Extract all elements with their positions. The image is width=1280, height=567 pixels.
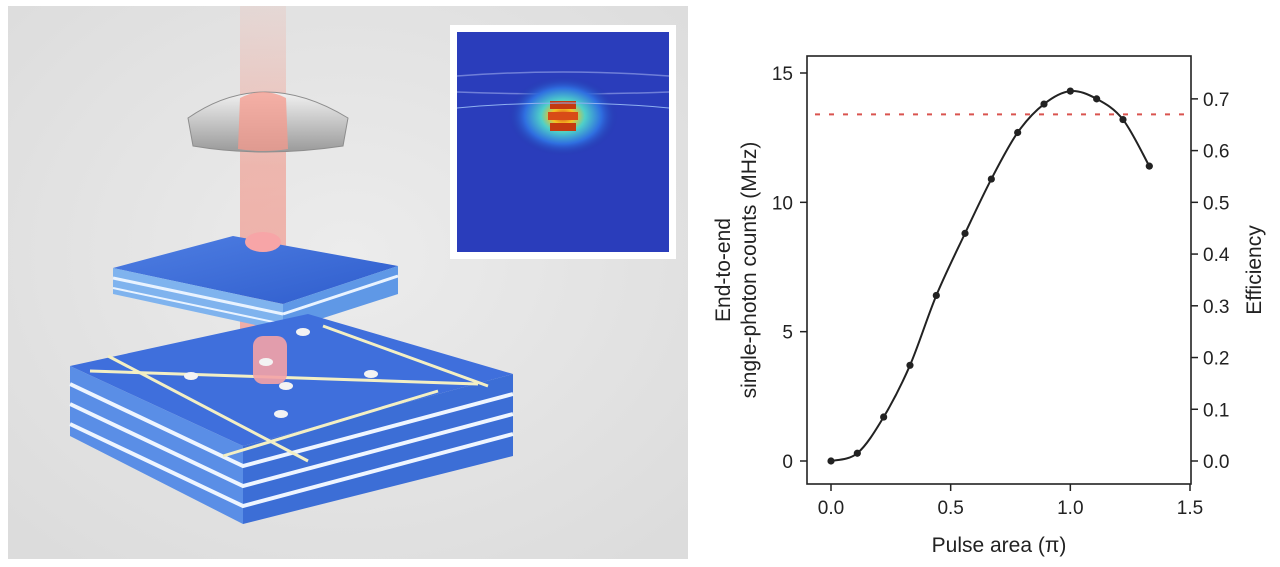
y-tick-label: 5 bbox=[782, 323, 793, 344]
x-tick-label: 1.5 bbox=[1177, 498, 1203, 519]
data-point bbox=[1040, 100, 1048, 108]
y-axis-title-line2: single-photon counts (MHz) bbox=[738, 142, 761, 399]
data-point bbox=[1145, 162, 1153, 170]
device-schematic-illustration bbox=[8, 6, 688, 559]
data-point bbox=[880, 413, 888, 421]
y2-axis-title: Efficiency bbox=[1243, 225, 1266, 315]
y2-tick-label: 0.2 bbox=[1203, 349, 1229, 370]
y2-tick-label: 0.5 bbox=[1203, 193, 1229, 214]
y-tick-label: 0 bbox=[782, 452, 793, 473]
series-line bbox=[830, 89, 1151, 462]
plot-frame bbox=[806, 55, 1192, 485]
y2-tick-label: 0.3 bbox=[1203, 297, 1229, 318]
x-axis-title: Pulse area (π) bbox=[932, 534, 1067, 557]
x-tick-label: 0.5 bbox=[937, 498, 963, 519]
data-point bbox=[906, 361, 914, 369]
data-point bbox=[853, 449, 861, 457]
y2-tick-label: 0.7 bbox=[1203, 90, 1229, 111]
y2-tick-label: 0.1 bbox=[1203, 400, 1229, 421]
y2-tick-label: 0.6 bbox=[1203, 142, 1229, 163]
data-point bbox=[827, 457, 835, 465]
x-tick-label: 0.0 bbox=[818, 498, 844, 519]
y2-tick-label: 0.0 bbox=[1203, 452, 1229, 473]
y-axis-title-line1: End-to-end bbox=[712, 218, 735, 322]
data-point bbox=[932, 291, 940, 300]
y2-tick-label: 0.4 bbox=[1203, 245, 1230, 266]
data-point bbox=[987, 175, 995, 183]
y-tick-label: 15 bbox=[772, 64, 793, 85]
data-point bbox=[1066, 87, 1074, 95]
data-point bbox=[1014, 128, 1022, 137]
x-tick-label: 1.0 bbox=[1057, 498, 1083, 519]
efficiency-chart: 0.0 0.5 1.0 1.5 0 5 10 15 0.0 0.1 0.2 0.3 0.4 0.5 0.… bbox=[712, 55, 1266, 557]
data-point bbox=[1119, 115, 1127, 124]
data-point bbox=[961, 229, 969, 237]
data-point bbox=[1093, 95, 1101, 103]
y-tick-label: 10 bbox=[772, 193, 793, 214]
